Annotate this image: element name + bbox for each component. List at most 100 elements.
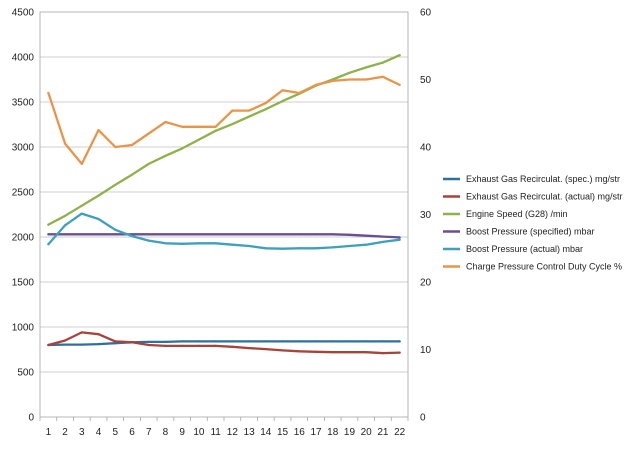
data-point xyxy=(381,75,385,78)
data-point xyxy=(114,183,117,186)
data-point xyxy=(281,89,284,92)
data-point xyxy=(247,233,251,236)
y-axis-right-tick-labels: 0 10 20 30 40 50 60 xyxy=(420,8,432,424)
data-point xyxy=(348,340,351,343)
series-2 xyxy=(47,331,401,355)
data-point xyxy=(197,233,201,236)
legend-item: Boost Pressure (actual) mbar xyxy=(443,244,583,254)
data-point xyxy=(231,340,234,343)
x-tick-label: 21 xyxy=(377,427,389,438)
data-point xyxy=(80,233,83,236)
y-right-tick-label: 20 xyxy=(420,278,432,289)
x-tick-label: 5 xyxy=(112,427,118,438)
legend-label: Charge Pressure Control Duty Cycle % xyxy=(466,262,622,272)
x-tick-label: 11 xyxy=(210,427,221,438)
legend-label: Exhaust Gas Recirculat. (actual) mg/str xyxy=(466,192,623,202)
data-point xyxy=(298,350,301,353)
data-point xyxy=(181,242,184,245)
data-point xyxy=(398,238,401,241)
legend-item: Boost Pressure (specified) mbar xyxy=(443,227,595,237)
data-point xyxy=(114,145,117,149)
x-tick-label: 14 xyxy=(260,427,272,438)
data-point xyxy=(47,91,50,95)
data-point xyxy=(80,343,83,346)
data-point xyxy=(281,247,284,250)
data-point xyxy=(381,352,385,355)
data-point xyxy=(147,239,150,242)
data-point xyxy=(314,350,318,353)
x-axis-tick-labels: 1 2 3 4 5 6 7 8 9 10 11 12 13 14 15 16 17 18 19 20 21 22 xyxy=(39,417,409,438)
data-point xyxy=(281,233,284,236)
data-point xyxy=(63,142,67,145)
data-point xyxy=(381,240,385,244)
data-point xyxy=(365,78,368,81)
data-point xyxy=(164,233,167,236)
data-point xyxy=(398,340,401,343)
x-tick-label: 10 xyxy=(193,427,205,438)
y-left-tick-label: 4000 xyxy=(12,53,35,64)
data-point xyxy=(281,340,284,343)
y-left-tick-label: 500 xyxy=(17,368,34,379)
legend-label: Exhaust Gas Recirculat. (spec.) mg/str xyxy=(466,174,620,184)
data-point xyxy=(97,194,100,197)
data-point xyxy=(214,233,217,236)
data-point xyxy=(164,344,167,347)
data-point xyxy=(114,342,117,345)
y-left-tick-label: 3500 xyxy=(12,98,35,109)
series-5 xyxy=(47,212,401,250)
data-point xyxy=(97,217,100,221)
x-tick-label: 19 xyxy=(344,427,356,438)
legend-label: Engine Speed (G28) /min xyxy=(466,209,568,219)
data-point xyxy=(130,173,134,176)
gridlines xyxy=(40,56,408,373)
data-point xyxy=(47,233,50,236)
data-point xyxy=(214,242,217,245)
data-point xyxy=(63,343,67,346)
data-point xyxy=(47,343,50,347)
data-point xyxy=(114,340,117,343)
data-point xyxy=(63,214,67,217)
x-tick-label: 2 xyxy=(62,427,68,438)
data-point xyxy=(214,129,217,132)
y-left-tick-label: 2500 xyxy=(12,188,35,199)
data-point xyxy=(47,243,50,246)
data-point xyxy=(164,242,167,245)
data-point xyxy=(331,351,334,354)
data-point xyxy=(365,351,368,354)
data-point xyxy=(247,347,251,350)
data-point xyxy=(181,340,184,343)
data-point xyxy=(247,109,251,112)
legend-item: Charge Pressure Control Duty Cycle % xyxy=(443,262,622,272)
data-point xyxy=(348,78,351,81)
data-point xyxy=(381,340,385,343)
data-point xyxy=(214,340,217,343)
data-point xyxy=(314,247,318,250)
data-point xyxy=(114,233,117,236)
data-point xyxy=(97,233,100,236)
data-point xyxy=(80,204,83,207)
legend-item: Exhaust Gas Recirculat. (actual) mg/str xyxy=(443,192,623,202)
y-axis-left-tick-labels: 0 500 1000 1500 2000 2500 3000 3500 4000 4500 xyxy=(12,8,35,424)
data-point xyxy=(281,100,284,103)
data-point xyxy=(331,340,334,343)
data-point xyxy=(197,242,201,245)
data-point xyxy=(197,138,201,141)
data-point xyxy=(130,143,134,147)
data-point xyxy=(314,233,318,236)
legend-label: Boost Pressure (specified) mbar xyxy=(466,227,595,237)
data-point xyxy=(147,132,150,135)
data-point xyxy=(348,351,351,354)
data-point xyxy=(331,246,334,249)
data-point xyxy=(147,233,150,236)
x-tick-label: 7 xyxy=(146,427,152,438)
y-right-tick-label: 0 xyxy=(420,413,426,424)
data-point xyxy=(381,61,385,64)
data-point xyxy=(264,102,267,105)
data-point xyxy=(63,339,67,342)
data-point xyxy=(231,109,234,112)
data-point xyxy=(47,223,50,226)
data-point xyxy=(264,108,267,111)
data-point xyxy=(348,244,351,248)
x-tick-label: 12 xyxy=(227,427,239,438)
